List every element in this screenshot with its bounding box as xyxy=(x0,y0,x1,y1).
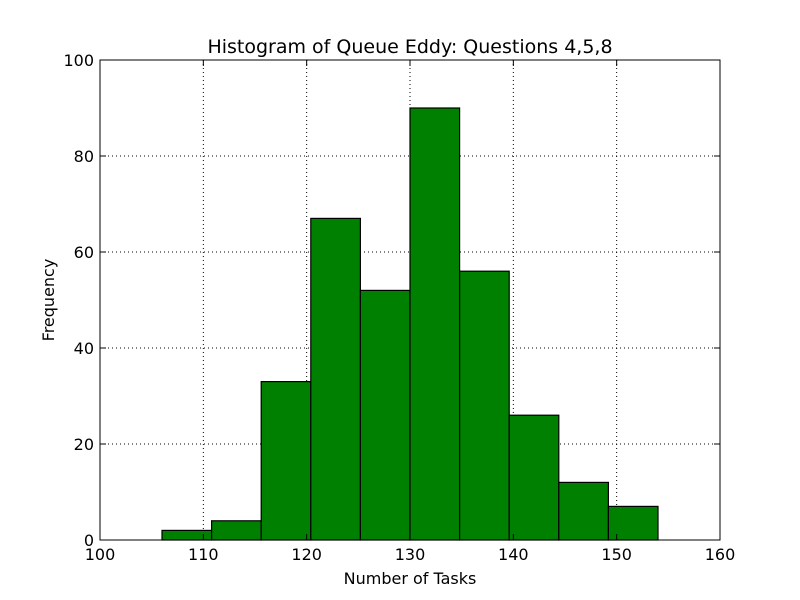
histogram-bar-6 xyxy=(409,107,461,541)
x-tick-label: 150 xyxy=(601,545,632,564)
histogram-bar-5 xyxy=(359,289,411,541)
histogram-bar-2 xyxy=(211,520,262,541)
y-tick-label: 60 xyxy=(74,243,94,262)
histogram-bar-7 xyxy=(459,270,510,541)
y-tick-label: 100 xyxy=(63,51,94,70)
chart-title: Histogram of Queue Eddy: Questions 4,5,8 xyxy=(207,36,612,58)
x-tick-label: 120 xyxy=(291,545,322,564)
histogram-bar-4 xyxy=(310,217,361,541)
histogram-bar-8 xyxy=(508,414,560,541)
y-axis-label: Frequency xyxy=(39,259,58,342)
histogram-bar-9 xyxy=(558,481,609,541)
y-tick-label: 40 xyxy=(74,339,94,358)
y-tick-label: 20 xyxy=(74,435,94,454)
x-tick-label: 160 xyxy=(705,545,736,564)
x-tick-label: 110 xyxy=(188,545,219,564)
x-tick-label: 130 xyxy=(395,545,426,564)
histogram-bar-3 xyxy=(260,381,312,541)
x-tick-label: 100 xyxy=(85,545,116,564)
x-axis-label: Number of Tasks xyxy=(344,569,477,588)
y-tick-label: 80 xyxy=(74,147,94,166)
y-tick-labels: 0 20 40 60 80 100 xyxy=(63,51,94,550)
histogram-bar-1 xyxy=(161,529,213,541)
y-tick-label: 0 xyxy=(84,531,94,550)
axis-ticks xyxy=(99,59,721,541)
x-tick-label: 140 xyxy=(498,545,529,564)
bars-group xyxy=(161,107,659,541)
x-tick-labels: 100 110 120 130 140 150 160 xyxy=(85,545,736,564)
histogram-bar-10 xyxy=(607,505,659,541)
